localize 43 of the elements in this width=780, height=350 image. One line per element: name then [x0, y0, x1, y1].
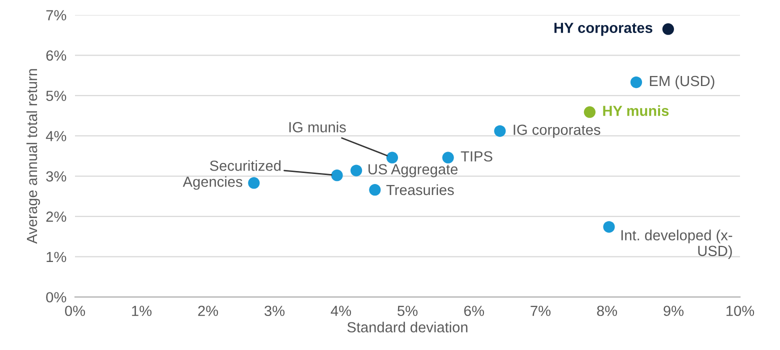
point	[386, 152, 398, 164]
x-tick-label: 8%	[597, 306, 618, 316]
y-tick-label: 4%	[46, 131, 66, 142]
point	[494, 125, 506, 137]
point	[584, 106, 596, 118]
x-tick-label: 1%	[132, 306, 152, 316]
y-axis-title: Average annual total return	[26, 69, 40, 244]
text: IG munis	[289, 122, 346, 132]
point	[331, 170, 343, 182]
y-tick-label: 7%	[46, 10, 66, 20]
x-axis-title: Standard deviation	[347, 322, 468, 332]
point	[369, 184, 381, 196]
y-tick-label: 2%	[46, 212, 66, 222]
series-label: Int. developed (x- USD)	[621, 230, 732, 259]
y-tick-label: 5%	[46, 90, 66, 101]
point	[630, 76, 642, 88]
x-tick-label: 2%	[198, 306, 218, 316]
y-tick-label: 3%	[46, 171, 66, 182]
point	[662, 23, 674, 35]
series-label: TIPS	[460, 151, 492, 162]
text: Securitized	[210, 160, 281, 171]
point	[603, 221, 615, 233]
x-tick-label: 6%	[464, 306, 484, 316]
y-tick-label: 6%	[46, 50, 66, 61]
series-label: Treasuries	[386, 184, 454, 196]
series-label: IG corporates	[514, 124, 600, 138]
x-tick-label: 0%	[65, 306, 86, 316]
point	[350, 164, 362, 176]
series-label: EM (USD)	[650, 75, 714, 90]
x-tick-label: 3%	[264, 306, 285, 316]
x-tick-label: 10%	[726, 306, 754, 316]
series-label: US Aggregate	[368, 164, 458, 178]
x-tick-label: 9%	[664, 306, 684, 316]
series-label: HY munis	[603, 105, 669, 116]
x-tick-label: 4%	[330, 306, 352, 316]
point	[248, 177, 260, 189]
x-tick-label: 7%	[530, 306, 551, 316]
y-tick-label: 0%	[46, 292, 66, 302]
point	[442, 152, 454, 164]
y-tick-label: 1%	[46, 252, 66, 262]
series-label: Agencies	[182, 176, 242, 190]
x-tick-label: 5%	[398, 306, 418, 316]
series-label: HY corporates	[554, 22, 652, 36]
